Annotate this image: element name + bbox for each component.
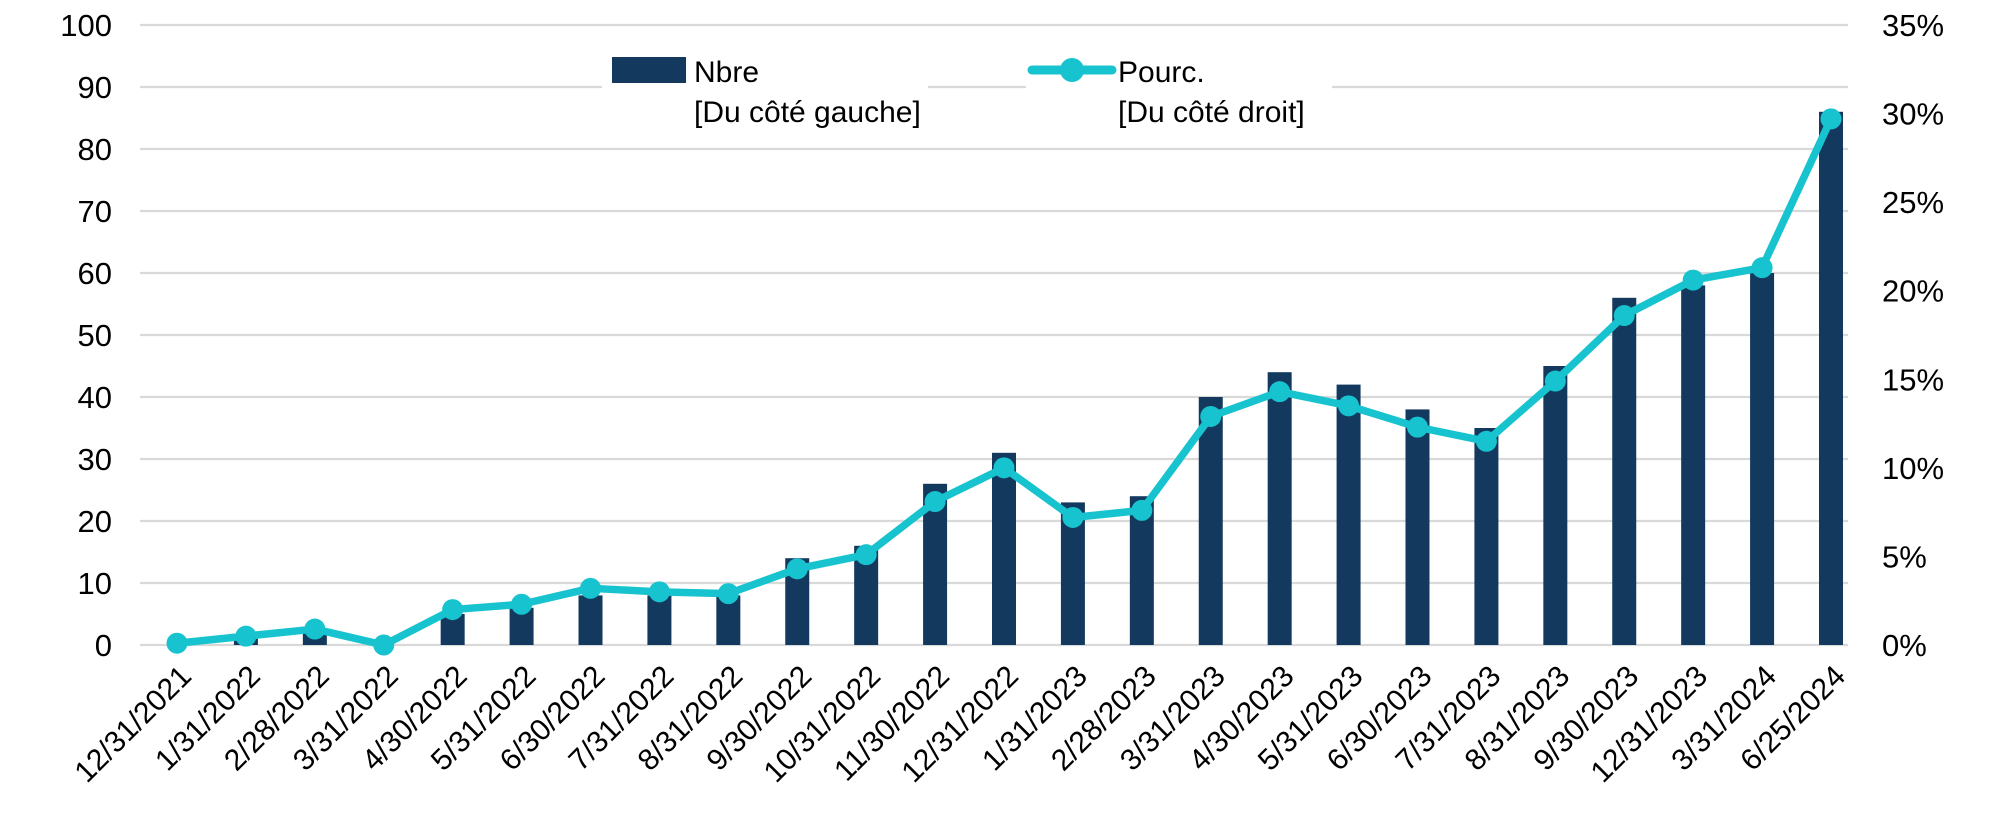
pourc-marker	[442, 599, 464, 621]
left-axis-tick-label: 20	[78, 504, 112, 539]
right-axis-tick-label: 0%	[1882, 628, 1927, 663]
legend-pourc-label: Pourc.	[1118, 56, 1205, 89]
left-axis-tick-label: 100	[60, 8, 112, 43]
pourc-marker	[1200, 405, 1222, 427]
legend-pourc-axis-note: [Du côté droit]	[1118, 96, 1305, 129]
legend-pourc-marker-swatch	[1060, 58, 1084, 82]
left-axis-tick-label: 80	[78, 132, 112, 167]
right-axis-tick-label: 25%	[1882, 185, 1944, 220]
pourc-marker	[580, 577, 601, 599]
pourc-marker	[1062, 506, 1084, 528]
pourc-marker	[1269, 381, 1291, 403]
right-axis-tick-label: 20%	[1882, 274, 1944, 309]
pourc-marker	[924, 491, 946, 513]
pourc-marker	[1475, 430, 1497, 452]
left-axis-tick-label: 30	[78, 442, 112, 477]
pourc-marker	[1820, 108, 1842, 130]
pourc-marker	[855, 544, 877, 566]
pourc-marker	[166, 632, 188, 654]
right-axis-tick-label: 15%	[1882, 362, 1944, 397]
left-axis-tick-label: 70	[78, 194, 112, 229]
legend-bg	[1026, 44, 1332, 132]
pourc-marker	[1544, 370, 1566, 392]
bar	[1198, 397, 1223, 645]
left-axis-tick-label: 0	[95, 628, 112, 663]
left-axis-tick-label: 40	[78, 380, 112, 415]
left-axis-tick-label: 60	[78, 256, 112, 291]
pourc-marker	[304, 618, 326, 640]
left-axis-tick-label: 90	[78, 70, 112, 105]
right-axis-tick-label: 35%	[1882, 8, 1944, 43]
pourc-marker	[717, 583, 739, 605]
pourc-marker	[511, 593, 533, 615]
bar	[1750, 273, 1775, 645]
legend-nbre-label: Nbre	[694, 56, 759, 89]
pourc-marker	[1338, 395, 1360, 417]
legend-nbre-swatch	[612, 57, 686, 83]
pourc-marker	[1751, 257, 1773, 279]
bar	[647, 595, 672, 645]
pourc-marker	[1131, 499, 1153, 521]
left-axis-tick-label: 50	[78, 318, 112, 353]
bar	[1474, 428, 1499, 645]
legend-nbre-axis-note: [Du côté gauche]	[694, 96, 921, 129]
bar	[1336, 384, 1361, 645]
bar	[1681, 285, 1706, 645]
pourc-marker	[373, 634, 395, 656]
left-axis-tick-label: 10	[78, 566, 112, 601]
bar	[1819, 111, 1843, 646]
pourc-marker	[648, 581, 670, 603]
pourc-marker	[1613, 305, 1635, 327]
bar	[578, 595, 603, 645]
bar	[1129, 496, 1154, 645]
pourc-marker	[1682, 269, 1704, 291]
bar	[1543, 366, 1568, 645]
bar	[992, 452, 1016, 645]
bar	[1267, 372, 1292, 645]
right-axis-tick-label: 30%	[1882, 97, 1944, 132]
bar	[1612, 297, 1637, 645]
right-axis-tick-label: 5%	[1882, 539, 1927, 574]
pourc-marker	[235, 625, 257, 647]
right-axis-tick-label: 10%	[1882, 451, 1944, 486]
pourc-marker	[786, 558, 808, 580]
pourc-marker	[1407, 416, 1428, 438]
pourc-marker	[993, 457, 1015, 479]
bar	[1405, 409, 1430, 645]
